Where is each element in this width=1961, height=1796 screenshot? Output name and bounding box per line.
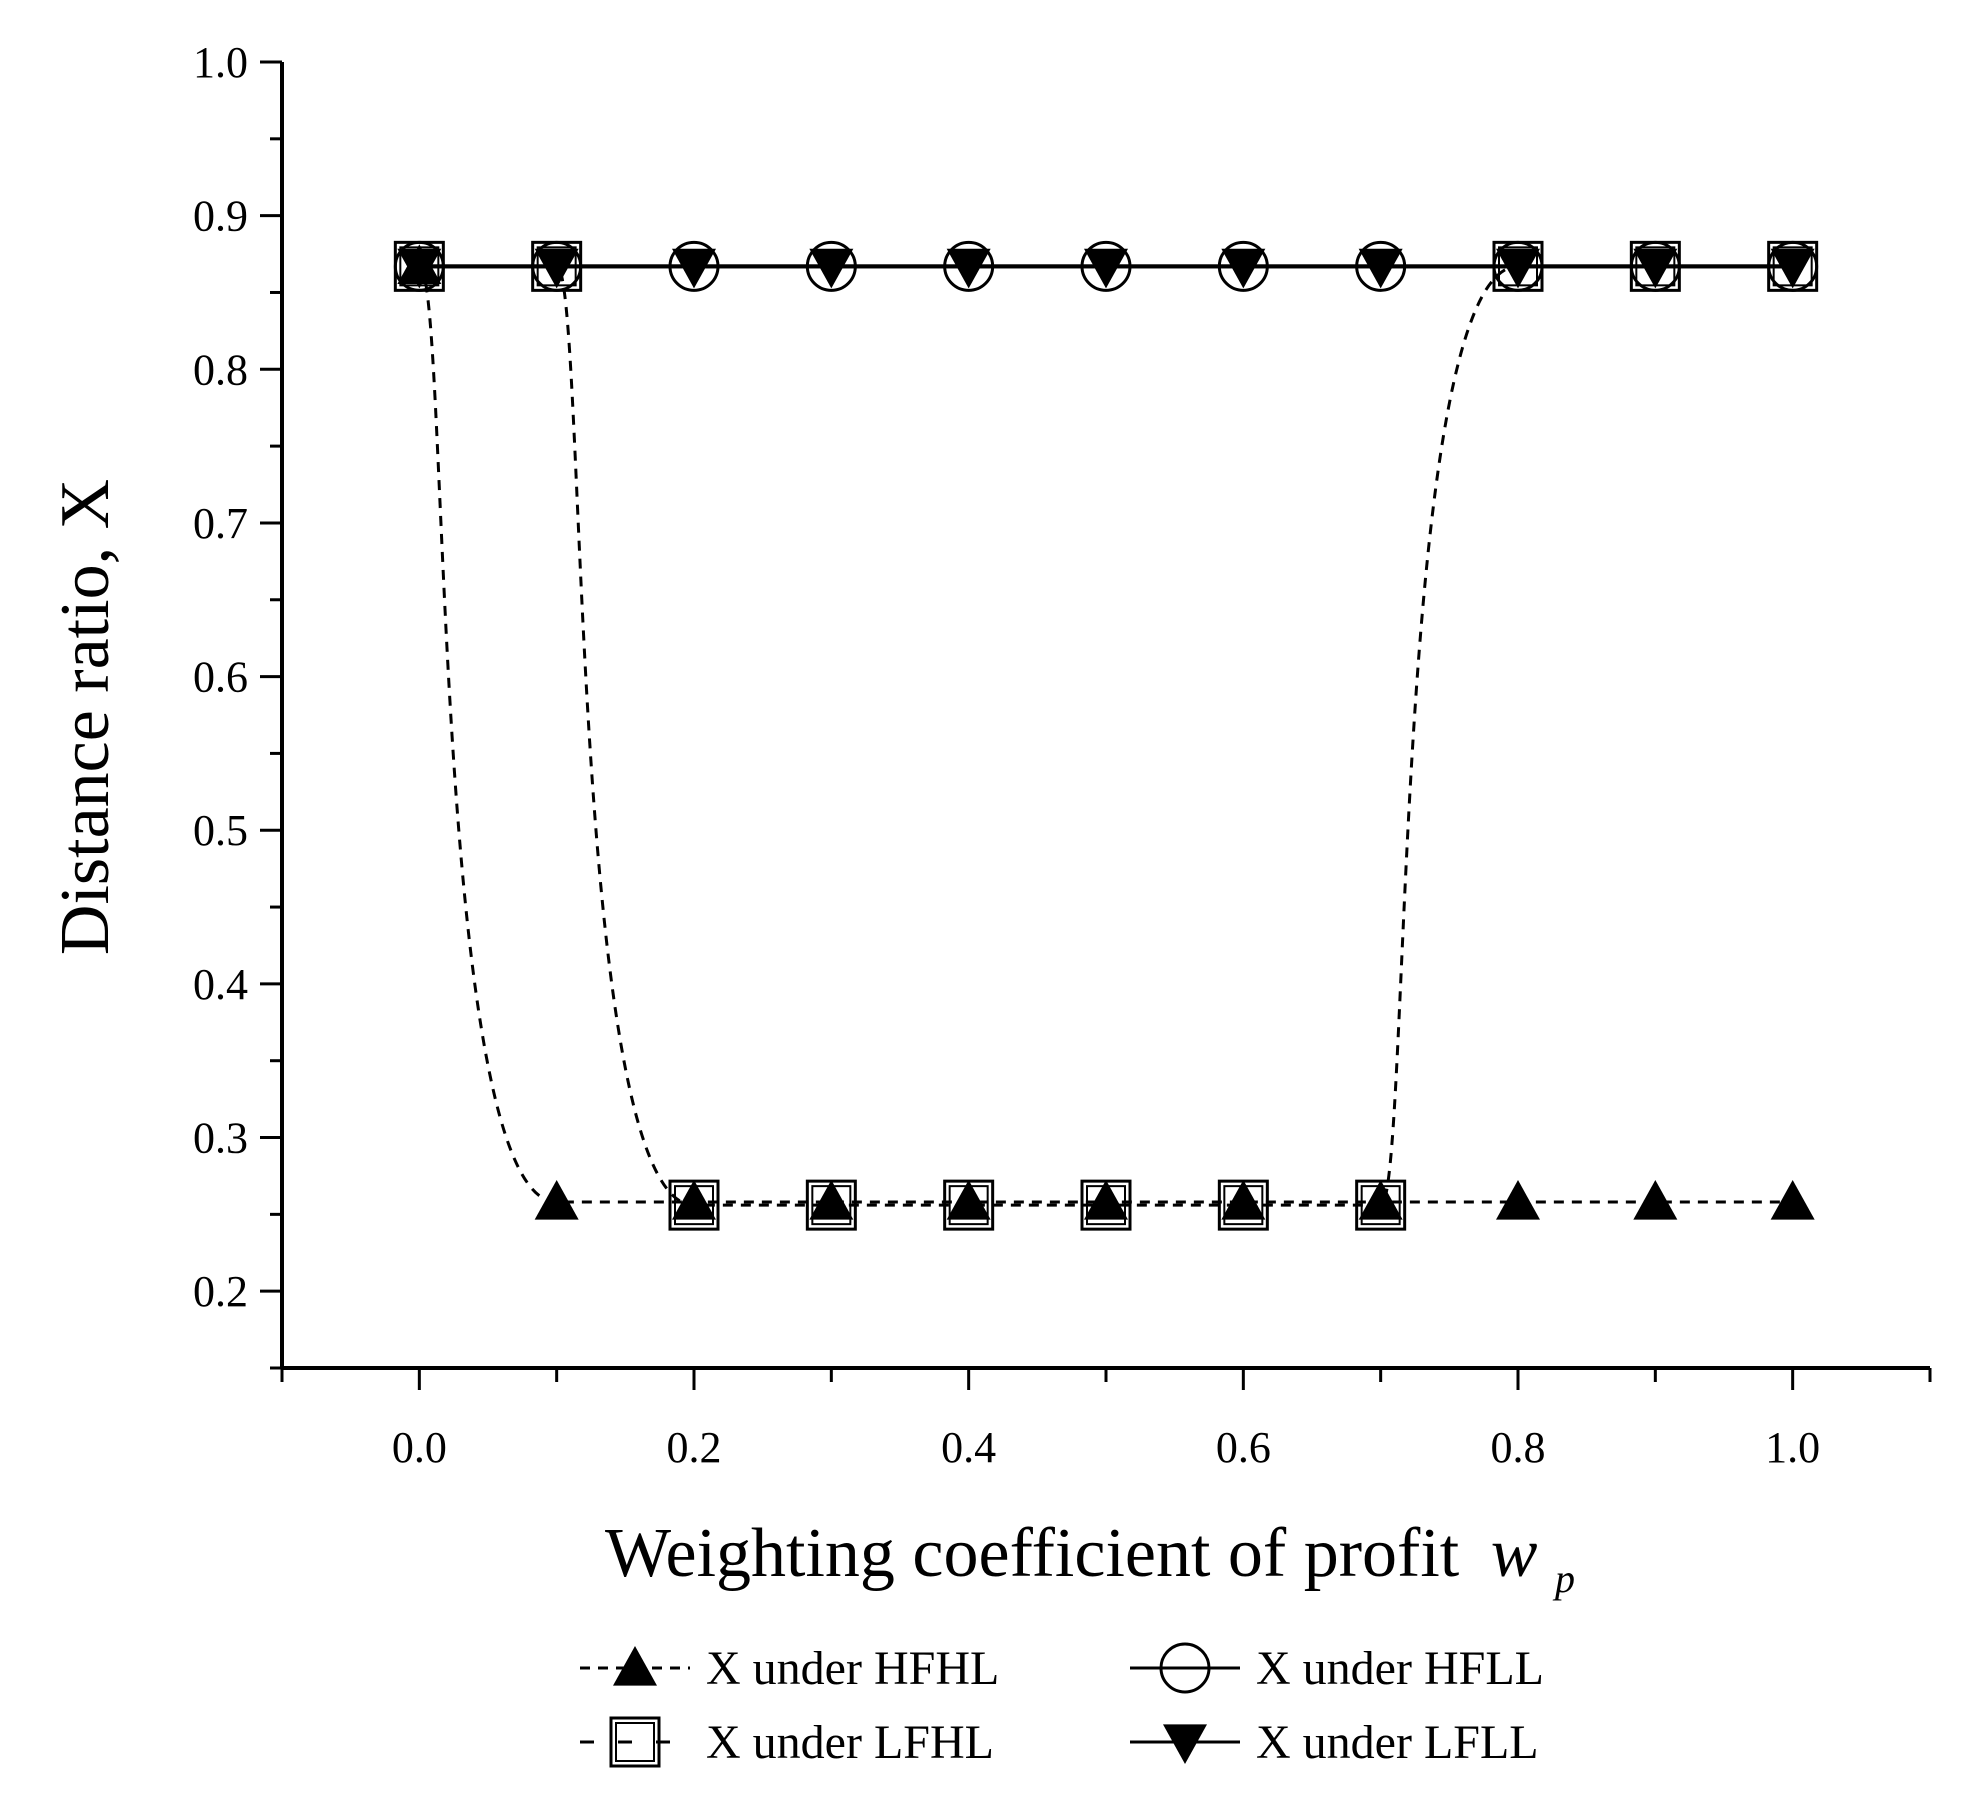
- legend-marker: [1163, 1724, 1207, 1764]
- data-point: [1496, 1180, 1540, 1220]
- data-point-inner: [1086, 1185, 1126, 1226]
- data-point: [1633, 248, 1678, 289]
- y-tick-label: 0.4: [193, 960, 248, 1009]
- y-axis-title: Distance ratio, X: [47, 479, 124, 955]
- series-4: [397, 248, 1815, 289]
- data-point: [946, 1180, 991, 1220]
- data-point: [1221, 1180, 1266, 1220]
- x-tick-label: 1.0: [1765, 1423, 1820, 1472]
- data-point: [1080, 1179, 1132, 1231]
- series-1: [397, 244, 1815, 1220]
- legend-item-1: X under HFHL: [580, 1642, 999, 1695]
- x-tick-label: 0.6: [1216, 1423, 1271, 1472]
- x-axis-title-text: Weighting coefficient of profit: [605, 1515, 1460, 1592]
- data-point: [809, 1180, 854, 1220]
- x-tick-label: 0.8: [1491, 1423, 1546, 1472]
- data-point: [1217, 1179, 1269, 1231]
- data-point: [943, 1179, 995, 1231]
- data-point: [1770, 1180, 1815, 1220]
- data-point-inner: [674, 1185, 714, 1226]
- legend-item-2: X under HFLL: [1130, 1642, 1544, 1695]
- data-point-inner: [811, 1185, 852, 1226]
- data-point: [805, 1179, 857, 1231]
- data-point: [1084, 248, 1128, 289]
- plot-area: [393, 240, 1819, 1231]
- data-point: [1496, 248, 1540, 289]
- data-point-inner: [1360, 1185, 1401, 1226]
- data-point: [534, 1180, 579, 1220]
- axes: 0.2 0.3 0.4 0.5 0.6 0.7 0.8 0.9 1.0 0.0 0.2 0.4 0.6 0…: [193, 38, 1932, 1472]
- y-tick-label: 0.8: [193, 345, 248, 394]
- y-tick-label: 0.2: [193, 1267, 248, 1316]
- data-point: [668, 1179, 720, 1231]
- data-point-inner: [948, 1185, 989, 1226]
- data-point: [397, 248, 442, 289]
- data-point: [1633, 1180, 1678, 1220]
- data-point: [946, 248, 991, 289]
- x-tick-label: 0.2: [667, 1423, 722, 1472]
- data-point: [1355, 1179, 1407, 1231]
- series-3: [393, 240, 1819, 1231]
- legend-marker: [1159, 1642, 1211, 1694]
- legend-item-3: X under LFHL: [580, 1716, 994, 1769]
- data-point: [534, 248, 579, 289]
- x-tick-label: 0.4: [941, 1423, 996, 1472]
- x-axis-title-symbol: w: [1491, 1515, 1538, 1592]
- y-tick-label: 0.6: [193, 653, 248, 702]
- data-point: [809, 248, 854, 289]
- data-point: [672, 248, 716, 289]
- series-line: [419, 264, 1793, 1207]
- y-tick-label: 0.7: [193, 499, 248, 548]
- x-axis-title-subscript: p: [1552, 1556, 1575, 1601]
- legend-label: X under HFHL: [706, 1642, 999, 1695]
- y-tick-label: 0.9: [193, 192, 248, 241]
- x-tick-label: 0.0: [392, 1423, 447, 1472]
- data-point-inner: [1223, 1185, 1264, 1226]
- legend-label: X under HFLL: [1256, 1642, 1544, 1695]
- legend-marker: [613, 1646, 657, 1686]
- legend-label: X under LFHL: [706, 1716, 994, 1769]
- legend-marker-inner: [615, 1722, 655, 1762]
- y-tick-label: 1.0: [193, 38, 248, 87]
- x-axis-title: Weighting coefficient of profit w p: [605, 1515, 1575, 1601]
- y-tick-label: 0.3: [193, 1114, 248, 1163]
- data-point: [1770, 248, 1815, 289]
- data-point: [1358, 1180, 1403, 1220]
- legend: X under HFHL X under HFLL X under LFHL X un…: [580, 1642, 1544, 1769]
- data-point: [1358, 248, 1403, 289]
- legend-item-4: X under LFLL: [1130, 1716, 1539, 1769]
- series-line: [417, 264, 1793, 1204]
- legend-marker: [609, 1716, 661, 1768]
- y-tick-label: 0.5: [193, 806, 248, 855]
- data-point: [1221, 248, 1266, 289]
- data-point: [672, 1180, 716, 1220]
- data-point: [1084, 1180, 1128, 1220]
- legend-label: X under LFLL: [1256, 1716, 1539, 1769]
